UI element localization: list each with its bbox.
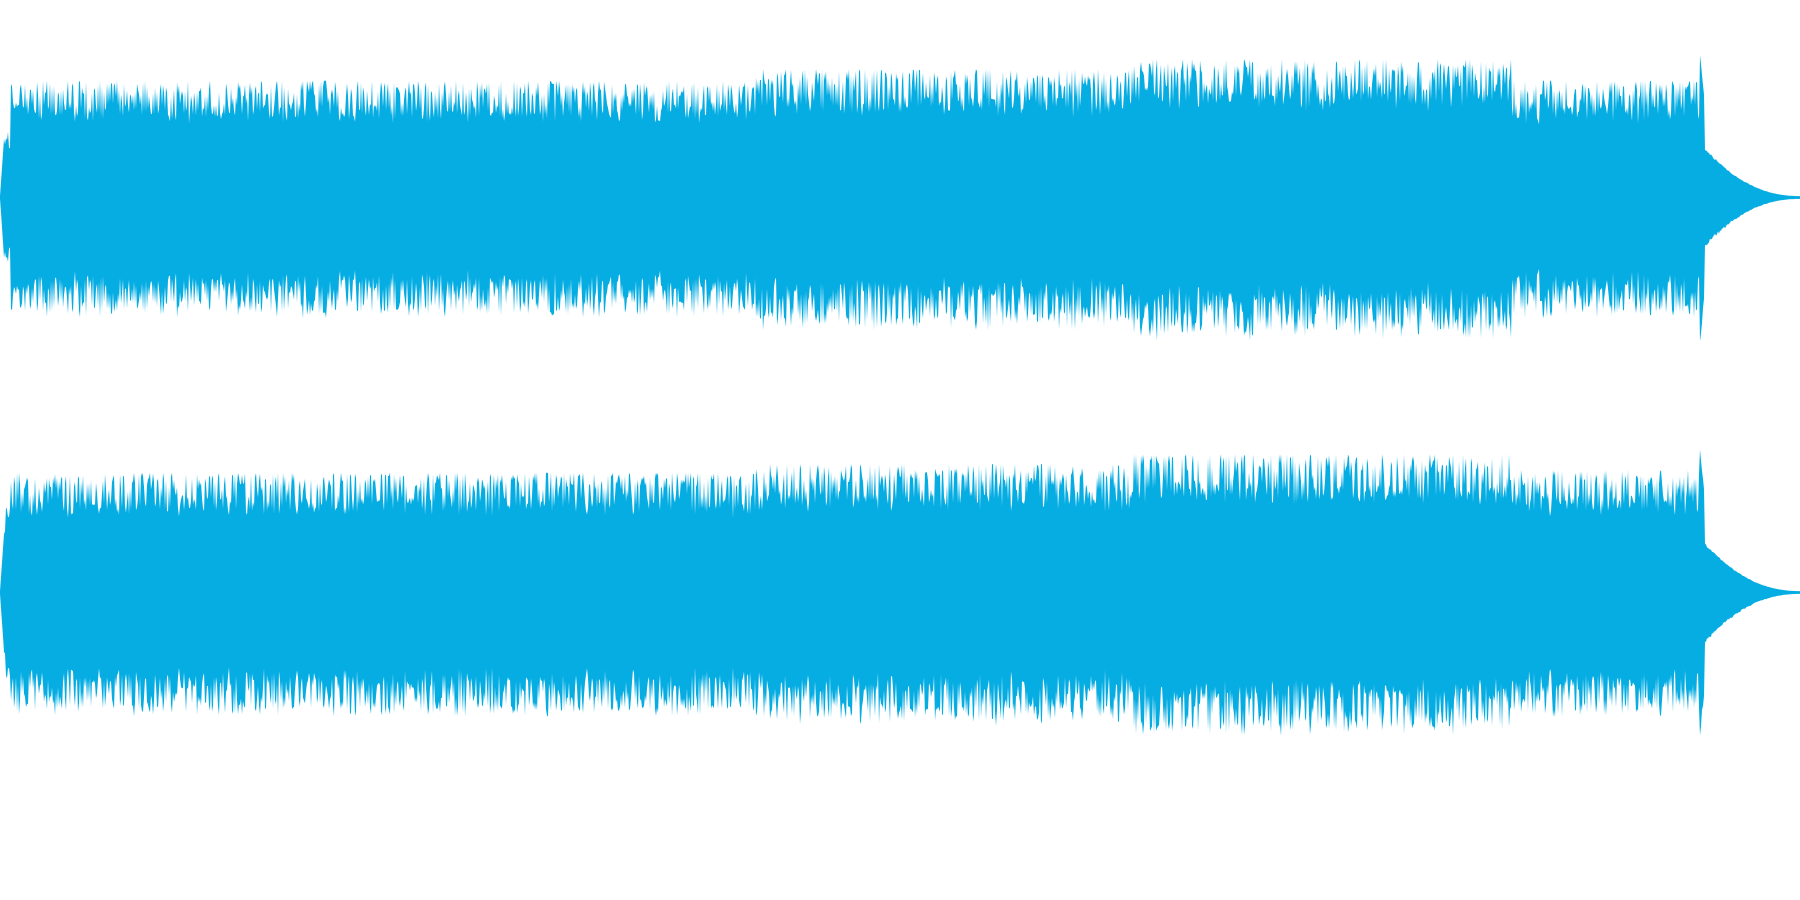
waveform-channel-right <box>0 450 1800 735</box>
waveform-channel-left <box>0 55 1800 340</box>
waveform-right-trace <box>0 450 1800 735</box>
waveform-left-trace <box>0 55 1800 340</box>
